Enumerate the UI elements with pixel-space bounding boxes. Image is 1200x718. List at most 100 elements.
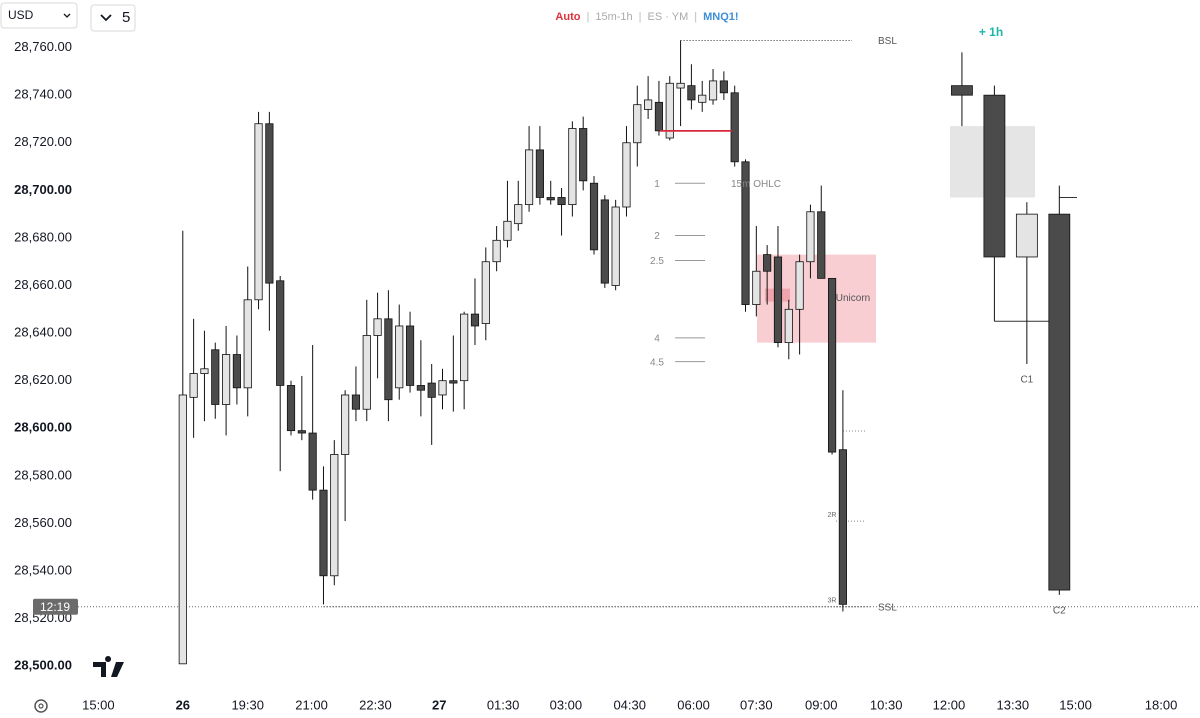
x-tick-label: 21:00: [295, 697, 328, 712]
candle-body: [286, 385, 296, 432]
candle-body: [178, 394, 187, 665]
x-tick-label: 06:00: [677, 697, 710, 712]
y-tick-label: 28,540.00: [14, 562, 72, 577]
fib-label: 4: [654, 334, 660, 345]
candle-body: [784, 308, 793, 344]
candle-body: [752, 270, 761, 305]
candle-body: [232, 354, 241, 389]
candle-body: [654, 101, 664, 132]
fib-label: 1: [654, 179, 660, 190]
candle-body: [951, 85, 973, 96]
candle-body: [265, 123, 274, 284]
candle-body: [687, 85, 696, 101]
candle-body: [427, 382, 436, 398]
candle-body: [395, 325, 404, 389]
candle-body: [373, 318, 382, 336]
candle-body: [438, 380, 447, 396]
htf-candle-label: C1: [1020, 375, 1033, 386]
candle-body: [773, 256, 783, 344]
candle-body: [351, 394, 361, 410]
candle-body: [211, 349, 220, 405]
ohlc-label: 15m OHLC: [731, 179, 781, 190]
candle-body: [330, 454, 339, 577]
currency-dropdown[interactable]: [0, 2, 78, 29]
header-separator: |: [639, 11, 642, 23]
candle-body: [557, 197, 566, 206]
htf-candle-label: C2: [1053, 605, 1066, 616]
candle-body: [297, 430, 306, 434]
candle-body: [243, 299, 252, 389]
candle-body: [525, 149, 534, 206]
candle-body: [546, 197, 555, 201]
candle-body: [719, 80, 728, 94]
settings-icon[interactable]: [34, 699, 48, 713]
htf-label: + 1h: [979, 25, 1003, 39]
candle-body: [589, 182, 599, 251]
candle-body: [600, 199, 609, 284]
fib-label: 2.5: [650, 256, 664, 267]
x-tick-label: 15:00: [1059, 697, 1092, 712]
x-tick-label: 01:30: [487, 697, 520, 712]
candle-body: [1048, 213, 1071, 591]
y-tick-label: 28,740.00: [14, 87, 72, 102]
candle-body: [795, 261, 804, 310]
r-label: 3R: [828, 598, 837, 605]
candle-body: [503, 220, 512, 241]
x-tick-label: 03:00: [550, 697, 583, 712]
candle-body: [622, 142, 631, 208]
x-tick-label: 07:30: [740, 697, 773, 712]
y-tick-label: 28,720.00: [14, 134, 72, 149]
x-tick-label: 22:30: [359, 697, 392, 712]
dropdown-chevron: [63, 13, 71, 18]
candle-body: [827, 277, 837, 453]
tv-logo: [93, 656, 124, 677]
candle-body: [341, 394, 350, 455]
candle-body: [633, 104, 642, 144]
candle-body: [362, 335, 371, 410]
candle-body: [1015, 213, 1038, 258]
candle-body: [222, 354, 231, 405]
candle-body: [644, 99, 653, 110]
candle-body: [698, 94, 707, 103]
current-price-label: 12:19: [40, 600, 70, 614]
liquidity-label: SSL: [878, 602, 897, 613]
y-tick-label: 28,600.00: [14, 420, 72, 435]
interval-button[interactable]: [90, 4, 136, 32]
candle-body: [806, 211, 815, 263]
interval-chevron: [100, 14, 112, 22]
candle-body: [611, 206, 620, 286]
candle-body: [200, 368, 209, 374]
x-tick-label: 19:30: [231, 697, 264, 712]
y-tick-label: 28,580.00: [14, 467, 72, 482]
candle-body: [189, 373, 198, 398]
candle-body: [568, 128, 577, 206]
x-tick-label: 09:00: [805, 697, 838, 712]
currency-label: USD: [8, 8, 34, 22]
candle-body: [416, 385, 425, 391]
x-tick-label: 18:00: [1145, 697, 1178, 712]
y-tick-label: 28,620.00: [14, 372, 72, 387]
x-tick-label: 15:00: [82, 697, 115, 712]
x-tick-label: 10:30: [870, 697, 903, 712]
candle-body: [983, 94, 1006, 258]
fib-label: 2: [654, 231, 660, 242]
x-tick-label: 12:00: [933, 697, 966, 712]
candle-body: [481, 261, 490, 324]
y-tick-label: 28,700.00: [14, 182, 72, 197]
unicorn-label: Unicorn: [836, 293, 870, 304]
candles-layer: [178, 40, 1077, 665]
candle-body: [676, 82, 685, 89]
candle-body: [384, 318, 393, 401]
fib-label: 4.5: [650, 357, 664, 368]
candle-body: [492, 239, 501, 263]
x-tick-label: 04:30: [613, 697, 646, 712]
y-tick-label: 28,560.00: [14, 515, 72, 530]
candle-body: [514, 204, 523, 225]
candle-body: [308, 432, 317, 491]
current-price-badge: [33, 598, 78, 615]
header-mode: Auto: [555, 11, 580, 23]
candle-body: [665, 82, 674, 139]
header-symbol: MNQ1!: [703, 11, 738, 23]
settings-icon-center: [38, 703, 44, 709]
